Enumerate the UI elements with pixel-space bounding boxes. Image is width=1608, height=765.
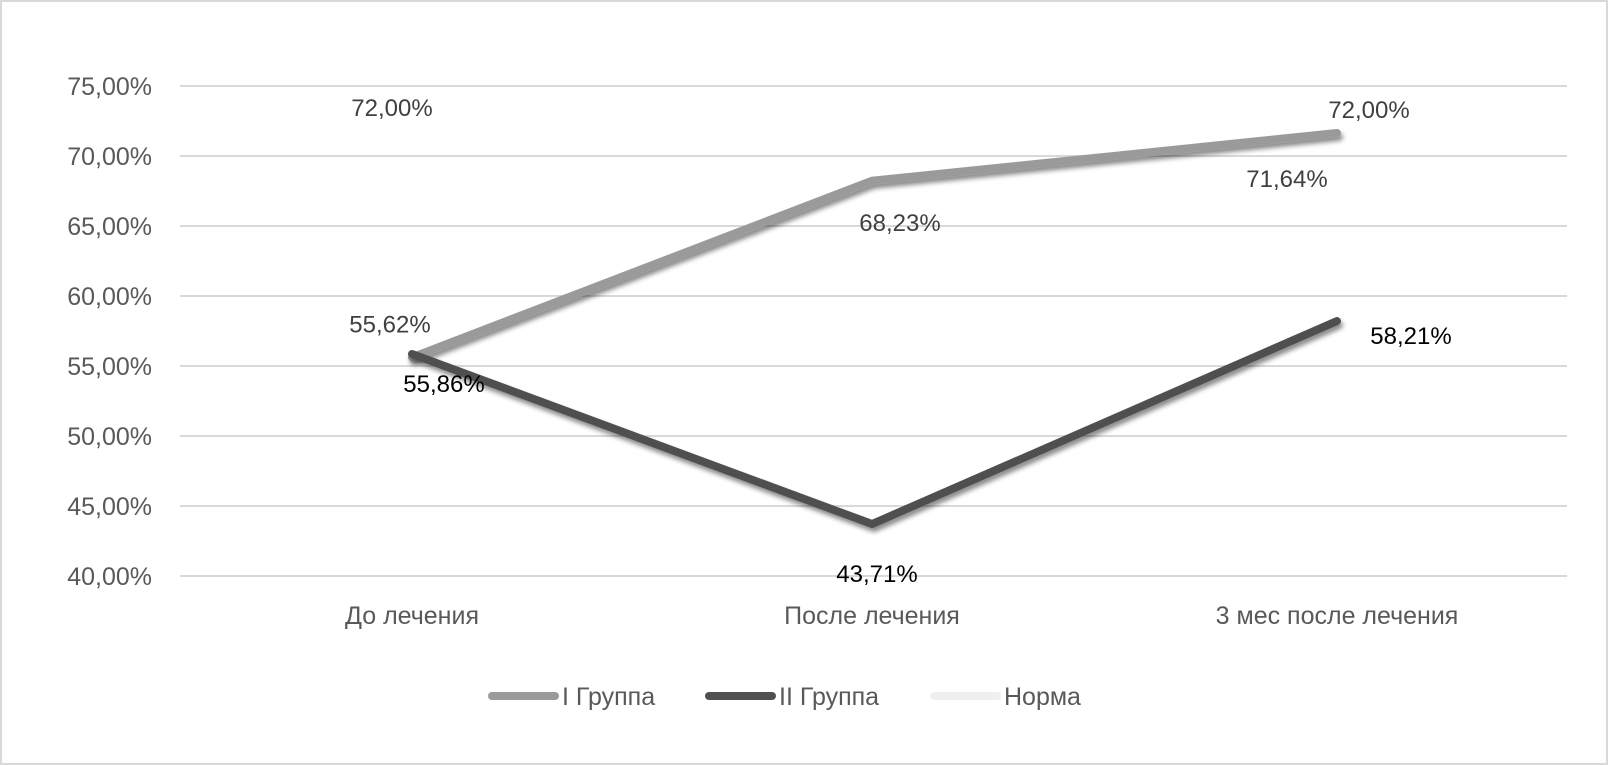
data-label: 55,86% — [403, 371, 484, 398]
y-tick-label: 45,00% — [67, 493, 152, 521]
data-label: 58,21% — [1370, 323, 1451, 350]
data-label: 55,62% — [349, 311, 430, 338]
y-tick-label: 70,00% — [67, 143, 152, 171]
legend-label: II Группа — [779, 683, 879, 711]
legend-label: Норма — [1004, 683, 1081, 711]
legend: I Группа II Группа Норма — [488, 683, 1081, 711]
y-tick-label: 50,00% — [67, 423, 152, 451]
data-labels: 55,62% 68,23% 71,64% 55,86% 43,71% 58,21% 72,0… — [349, 95, 1451, 588]
y-tick-label: 75,00% — [67, 73, 152, 101]
y-tick-label: 55,00% — [67, 353, 152, 381]
x-axis-category-labels: До лечения После лечения 3 мес после лечен… — [345, 602, 1458, 630]
legend-label: I Группа — [562, 683, 655, 711]
data-label: 68,23% — [859, 210, 940, 237]
x-category-label: 3 мес после лечения — [1216, 602, 1459, 630]
x-category-label: До лечения — [345, 602, 479, 630]
y-tick-label: 40,00% — [67, 563, 152, 591]
series-line-2 — [408, 317, 1341, 529]
x-category-label: После лечения — [784, 602, 960, 630]
gridlines — [180, 85, 1567, 577]
data-label: 72,00% — [351, 95, 432, 122]
data-label: 72,00% — [1328, 97, 1409, 124]
y-tick-label: 60,00% — [67, 283, 152, 311]
data-label: 71,64% — [1246, 166, 1327, 193]
series-line-1 — [408, 129, 1341, 362]
series-lines — [408, 124, 1341, 529]
data-label: 43,71% — [836, 561, 917, 588]
y-tick-label: 65,00% — [67, 213, 152, 241]
y-axis-tick-labels: 40,00% 45,00% 50,00% 55,00% 60,00% 65,00% 70,0… — [67, 73, 152, 591]
